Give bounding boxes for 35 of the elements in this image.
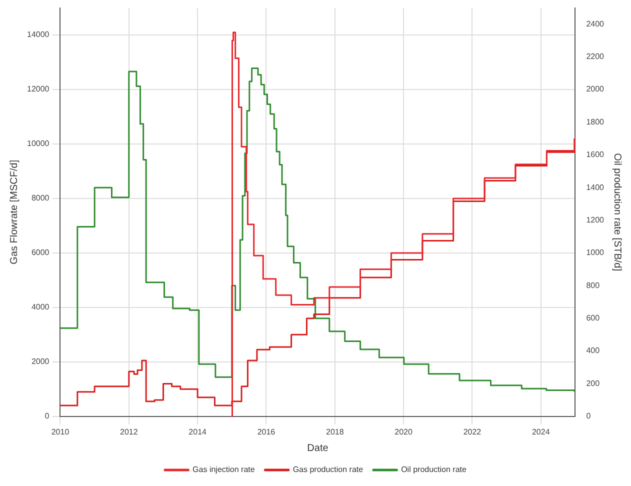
y-tick-label: 6000 xyxy=(31,248,50,258)
legend-label: Oil production rate xyxy=(401,465,467,474)
x-tick-label: 2020 xyxy=(394,427,413,436)
y2-tick-label: 1600 xyxy=(586,150,605,160)
y2-tick-label: 400 xyxy=(586,346,600,356)
y2-axis-title: Oil production rate [STB/d] xyxy=(611,153,622,272)
y2-tick-label: 800 xyxy=(586,280,600,290)
y2-tick-label: 0 xyxy=(586,412,592,421)
y2-tick-label: 2200 xyxy=(586,52,605,62)
y2-tick-label: 2000 xyxy=(586,84,605,94)
y2-tick-label: 1000 xyxy=(586,248,605,258)
x-axis-title: Date xyxy=(307,442,329,454)
legend-label: Gas production rate xyxy=(292,465,364,474)
y2-tick-label: 1800 xyxy=(586,117,605,126)
y2-tick-label: 600 xyxy=(586,314,600,323)
y-tick-label: 10000 xyxy=(26,139,50,148)
y-axis-title: Gas Flowrate [MSCF/d] xyxy=(8,160,20,264)
y2-tick-label: 2400 xyxy=(586,19,605,28)
y-tick-label: 0 xyxy=(44,412,50,421)
y2-tick-label: 200 xyxy=(586,378,600,388)
x-tick-label: 2018 xyxy=(326,427,344,436)
y-tick-label: 8000 xyxy=(31,194,50,203)
y-tick-label: 2000 xyxy=(31,357,50,366)
x-tick-label: 2024 xyxy=(532,427,550,436)
x-tick-label: 2016 xyxy=(257,427,276,436)
y2-tick-label: 1200 xyxy=(586,215,605,224)
legend-label: Gas injection rate xyxy=(192,465,256,474)
y-tick-label: 14000 xyxy=(26,30,50,40)
y-tick-label: 4000 xyxy=(31,302,50,312)
x-tick-label: 2010 xyxy=(51,427,70,436)
y-tick-label: 12000 xyxy=(26,84,50,94)
x-tick-label: 2012 xyxy=(120,427,138,436)
y2-tick-label: 1400 xyxy=(586,182,605,192)
x-tick-label: 2022 xyxy=(463,427,482,436)
x-tick-label: 2014 xyxy=(188,427,208,436)
